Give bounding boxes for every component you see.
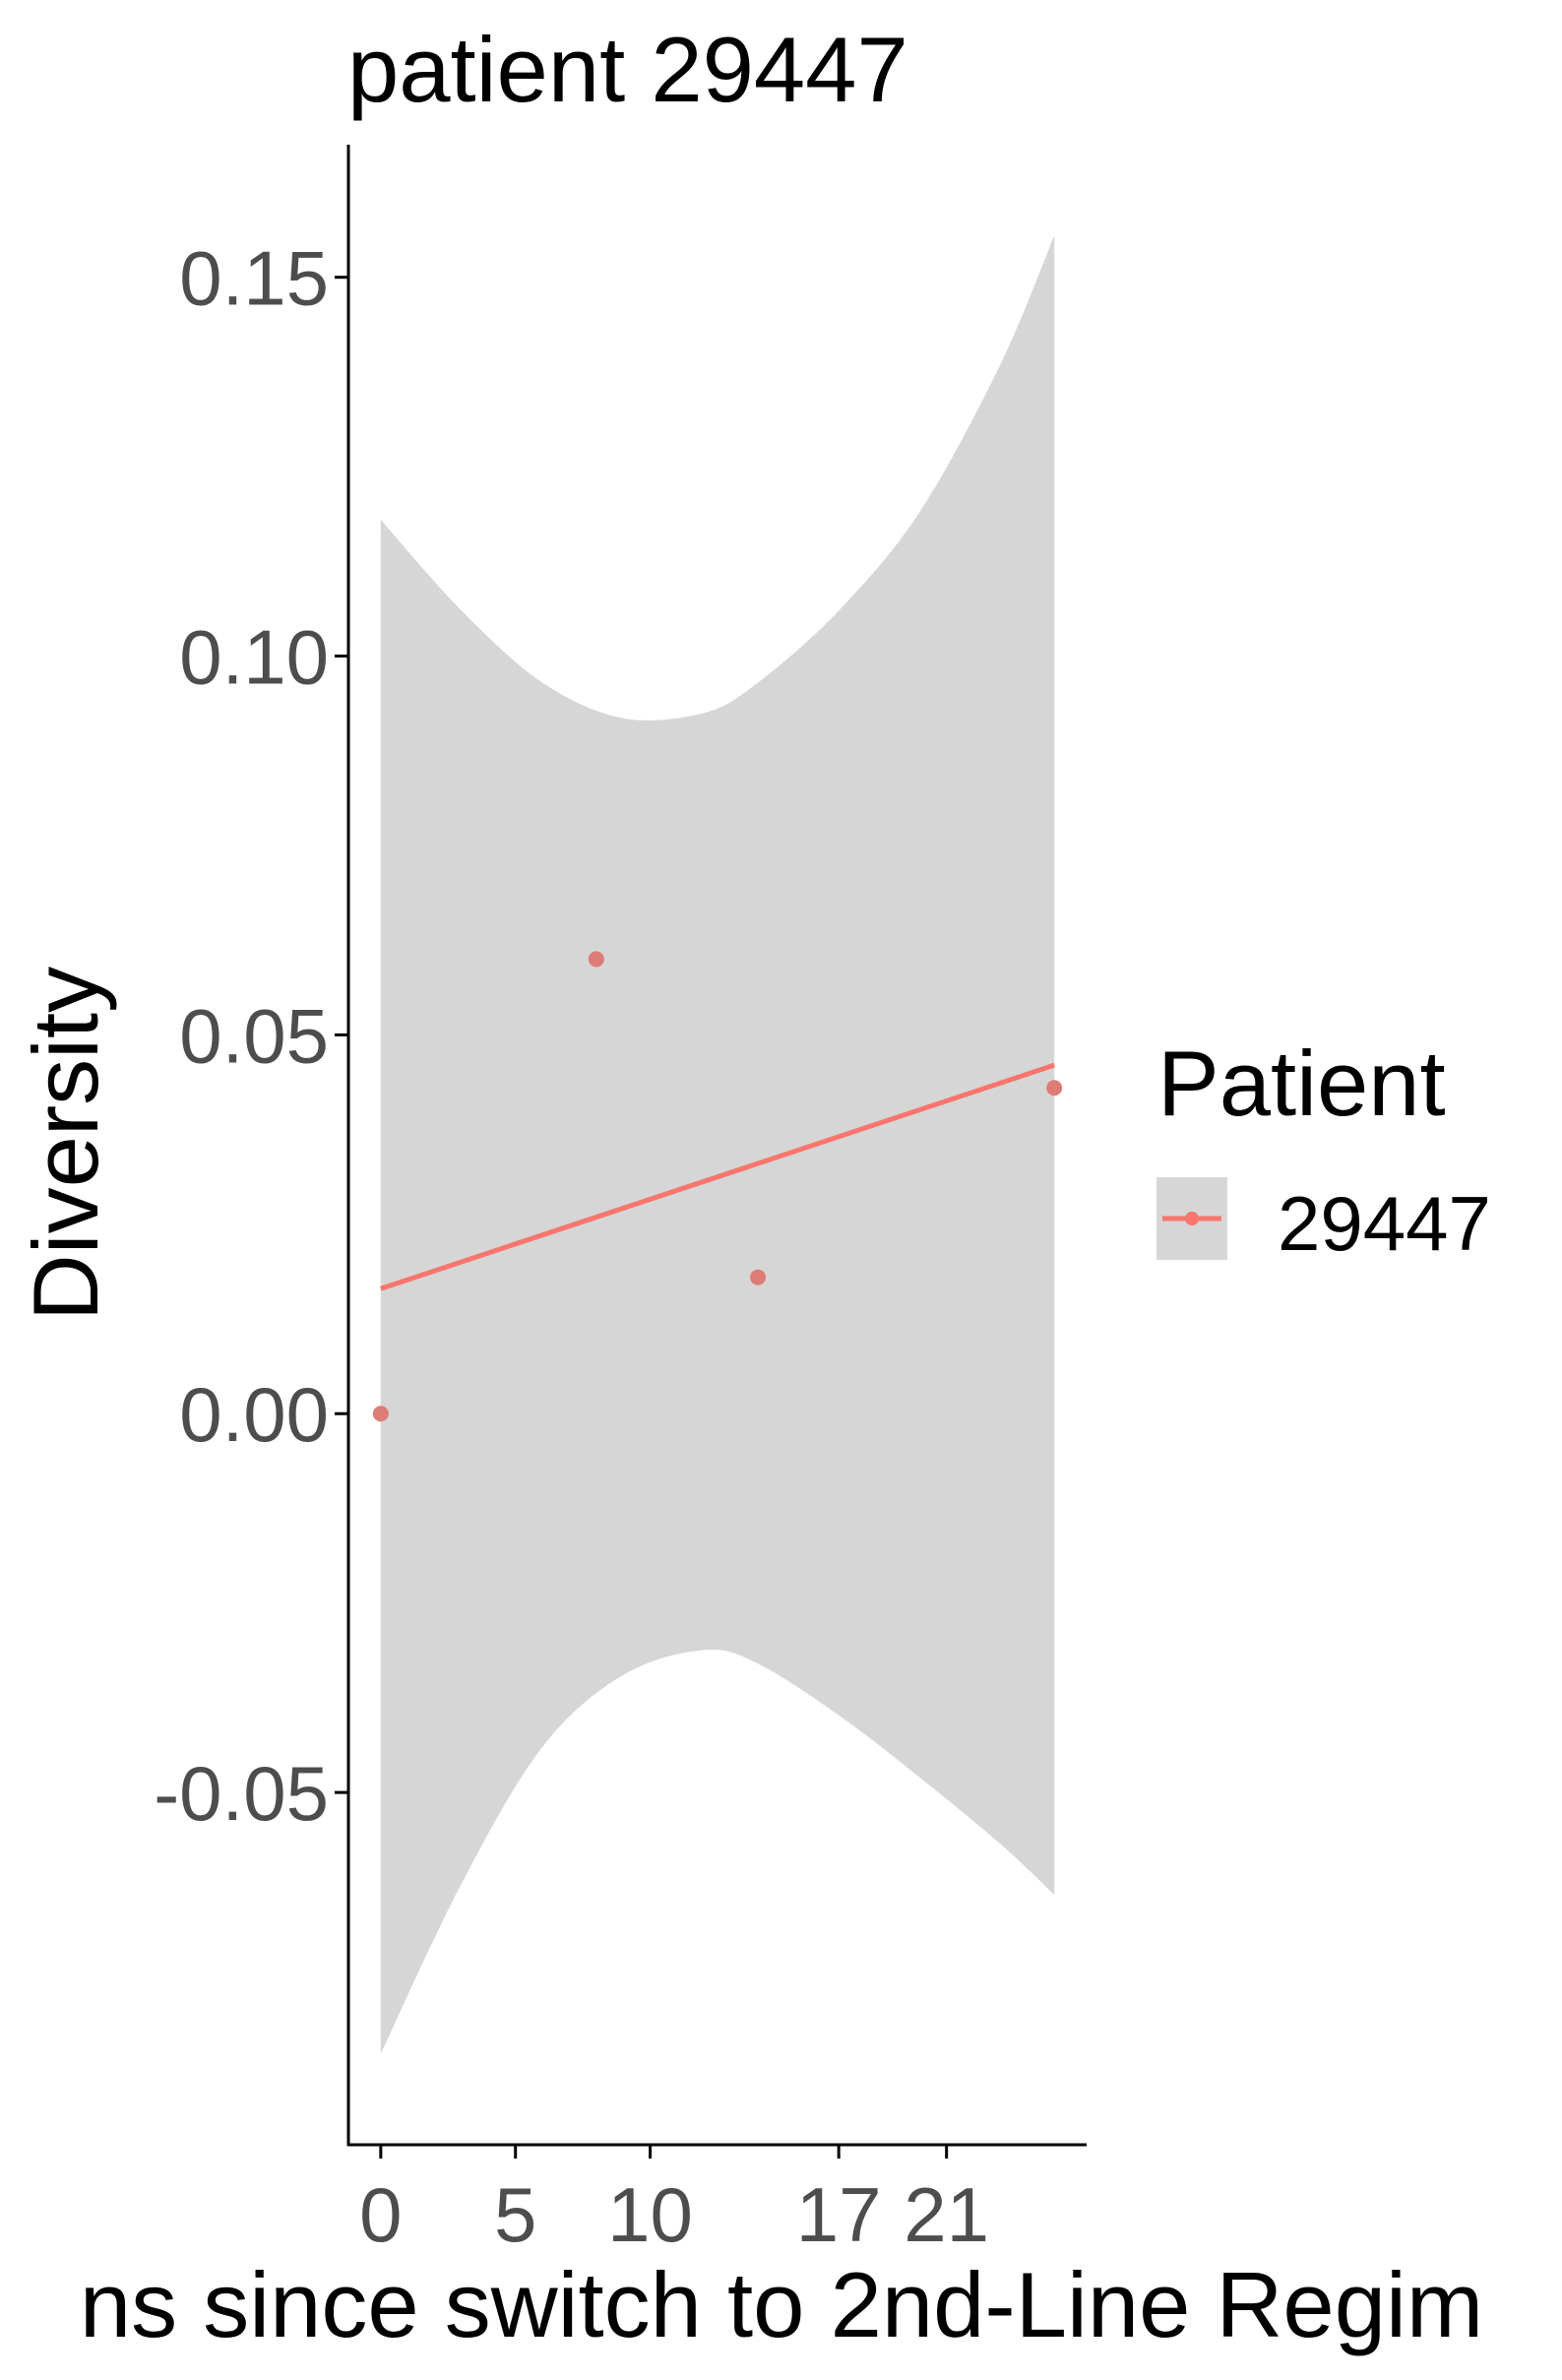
y-axis-ticks: -0.05 0.00 0.05 0.10 0.15 bbox=[154, 235, 348, 1837]
regression-line bbox=[380, 1062, 1055, 1291]
confidence-band-layer bbox=[380, 235, 1055, 2054]
chart-title: patient 29447 bbox=[347, 18, 908, 121]
legend: Patient 29447 bbox=[1156, 1032, 1491, 1267]
x-tick-label: 21 bbox=[904, 2171, 989, 2258]
legend-label-29447: 29447 bbox=[1278, 1180, 1491, 1267]
data-point bbox=[372, 1406, 389, 1422]
y-tick-label: 0.15 bbox=[179, 235, 329, 322]
points-layer bbox=[372, 951, 1063, 1422]
y-tick-label: 0.05 bbox=[179, 992, 329, 1079]
y-tick-label: 0.10 bbox=[179, 614, 329, 701]
y-axis-title: Diversity bbox=[14, 967, 117, 1321]
data-point bbox=[750, 1269, 767, 1285]
data-point bbox=[1046, 1080, 1063, 1096]
y-tick-label: 0.00 bbox=[179, 1371, 329, 1458]
legend-title: Patient bbox=[1157, 1032, 1446, 1135]
fit-line-layer bbox=[380, 1062, 1055, 1291]
x-axis-title: ns since switch to 2nd-Line Regim bbox=[80, 2253, 1483, 2356]
y-tick-label: -0.05 bbox=[154, 1750, 329, 1837]
x-tick-label: 0 bbox=[359, 2171, 402, 2258]
x-axis-ticks: 0 5 10 17 21 bbox=[359, 2145, 989, 2258]
confidence-band bbox=[380, 235, 1055, 2054]
x-tick-label: 5 bbox=[494, 2171, 536, 2258]
x-tick-label: 10 bbox=[607, 2171, 693, 2258]
legend-key-point bbox=[1185, 1212, 1199, 1225]
x-tick-label: 17 bbox=[796, 2171, 882, 2258]
data-point bbox=[588, 951, 604, 968]
